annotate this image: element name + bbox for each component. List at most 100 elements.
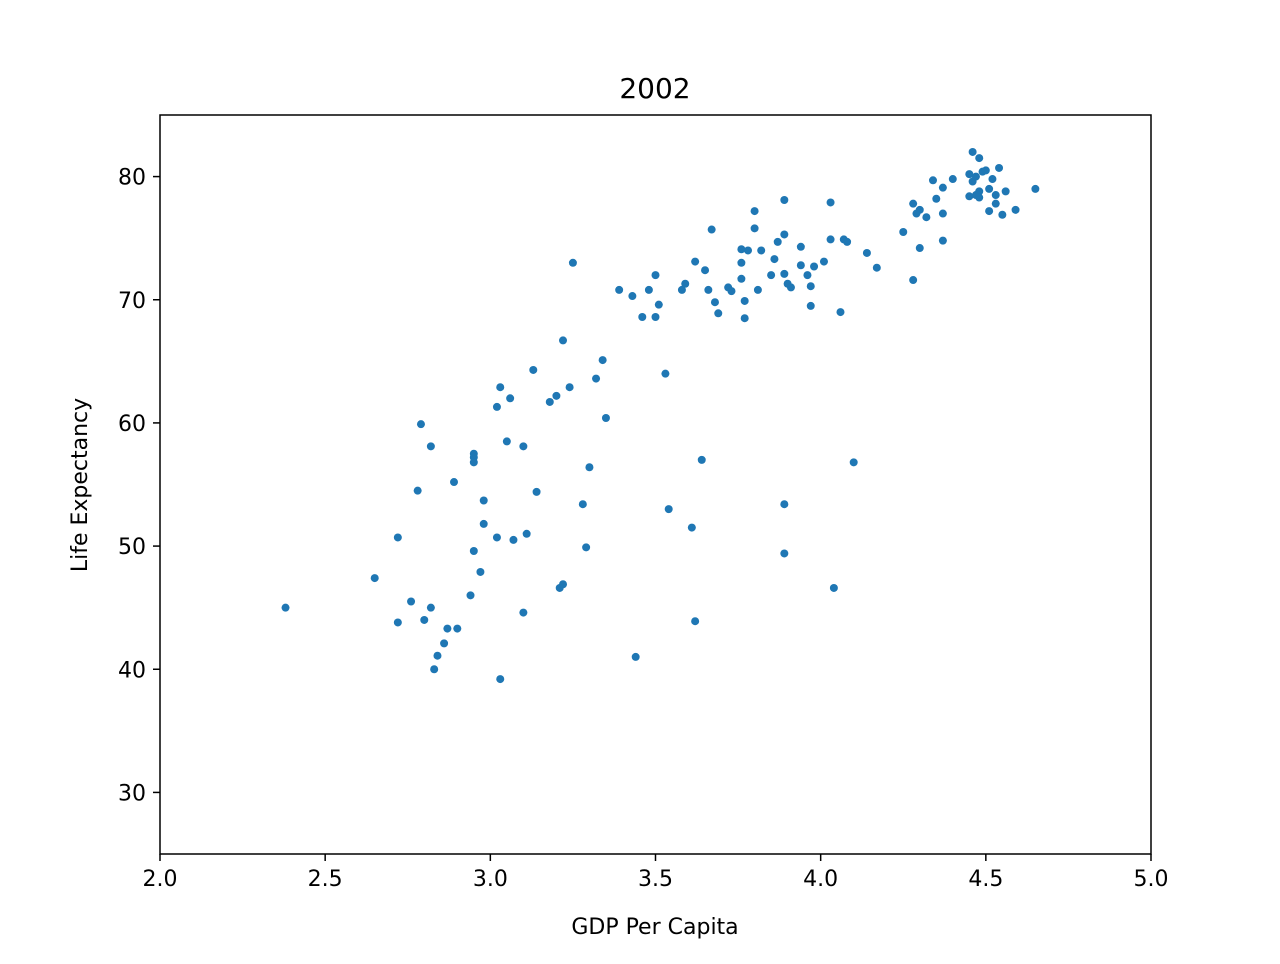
data-point	[750, 224, 759, 233]
data-point	[654, 300, 663, 309]
data-point	[519, 608, 528, 617]
data-point	[938, 236, 947, 245]
data-point	[479, 519, 488, 528]
data-point	[826, 235, 835, 244]
data-point	[780, 269, 789, 278]
data-point	[909, 276, 918, 285]
data-point	[753, 285, 762, 294]
chart-title: 2002	[619, 72, 690, 105]
data-point	[469, 547, 478, 556]
data-point	[780, 195, 789, 204]
data-point	[836, 308, 845, 317]
x-axis: 2.0 2.5 3.0 3.5 4.0 4.5 5.0	[143, 854, 1169, 892]
data-point	[770, 255, 779, 264]
data-point	[938, 183, 947, 192]
data-point	[420, 615, 429, 624]
data-point	[922, 213, 931, 222]
data-point	[492, 533, 501, 542]
data-point	[1031, 184, 1040, 193]
data-point	[651, 271, 660, 280]
data-point	[598, 356, 607, 365]
data-point	[740, 314, 749, 323]
data-point	[737, 274, 746, 283]
data-point	[928, 176, 937, 185]
x-tick-label: 4.5	[968, 867, 1003, 892]
data-point	[803, 271, 812, 280]
data-point	[975, 193, 984, 202]
data-point	[433, 651, 442, 660]
data-point	[1011, 205, 1020, 214]
data-point	[829, 583, 838, 592]
data-point	[502, 437, 511, 446]
data-point	[701, 266, 710, 275]
x-tick-label: 4.0	[803, 867, 838, 892]
data-point	[710, 298, 719, 307]
x-tick-label: 2.5	[308, 867, 343, 892]
data-point	[697, 455, 706, 464]
data-point	[691, 257, 700, 266]
data-point	[740, 296, 749, 305]
data-point	[443, 624, 452, 633]
x-axis-label: GDP Per Capita	[571, 915, 738, 940]
data-point	[780, 549, 789, 558]
data-point	[707, 225, 716, 234]
data-point	[938, 209, 947, 218]
data-point	[968, 147, 977, 156]
data-point	[426, 442, 435, 451]
data-point	[681, 279, 690, 288]
data-point	[780, 230, 789, 239]
data-point	[985, 184, 994, 193]
data-point	[393, 618, 402, 627]
data-point	[664, 505, 673, 514]
data-point	[559, 580, 568, 589]
data-point	[496, 675, 505, 684]
data-point	[998, 210, 1007, 219]
x-tick-label: 5.0	[1134, 867, 1169, 892]
data-point	[628, 292, 637, 301]
data-point	[737, 258, 746, 267]
data-point	[552, 391, 561, 400]
y-tick-label: 40	[118, 658, 146, 683]
data-point	[948, 175, 957, 184]
data-point	[737, 245, 746, 254]
y-tick-label: 70	[118, 289, 146, 314]
data-point	[479, 496, 488, 505]
data-point	[592, 374, 601, 383]
x-tick-label: 3.5	[638, 867, 673, 892]
y-tick-label: 50	[118, 535, 146, 560]
data-point	[810, 262, 819, 271]
data-point	[492, 402, 501, 411]
data-point	[440, 639, 449, 648]
data-point	[743, 246, 752, 255]
data-point	[568, 258, 577, 267]
data-point	[509, 535, 518, 544]
data-point	[677, 285, 686, 294]
data-point	[585, 463, 594, 472]
data-point	[819, 257, 828, 266]
data-point	[393, 533, 402, 542]
data-point	[466, 591, 475, 600]
data-point	[631, 652, 640, 661]
data-point	[522, 529, 531, 538]
data-point	[932, 194, 941, 203]
data-point	[578, 500, 587, 509]
data-point	[601, 413, 610, 422]
data-point	[965, 170, 974, 179]
data-point	[899, 228, 908, 237]
data-point	[843, 237, 852, 246]
data-point	[975, 187, 984, 196]
data-point	[909, 199, 918, 208]
data-point	[565, 383, 574, 392]
data-point	[988, 175, 997, 184]
data-point	[780, 500, 789, 509]
data-point	[582, 543, 591, 552]
data-point	[757, 246, 766, 255]
y-tick-label: 80	[118, 166, 146, 191]
data-point	[767, 271, 776, 280]
data-point	[453, 624, 462, 633]
data-point	[469, 458, 478, 467]
data-point	[638, 312, 647, 321]
data-point	[476, 567, 485, 576]
